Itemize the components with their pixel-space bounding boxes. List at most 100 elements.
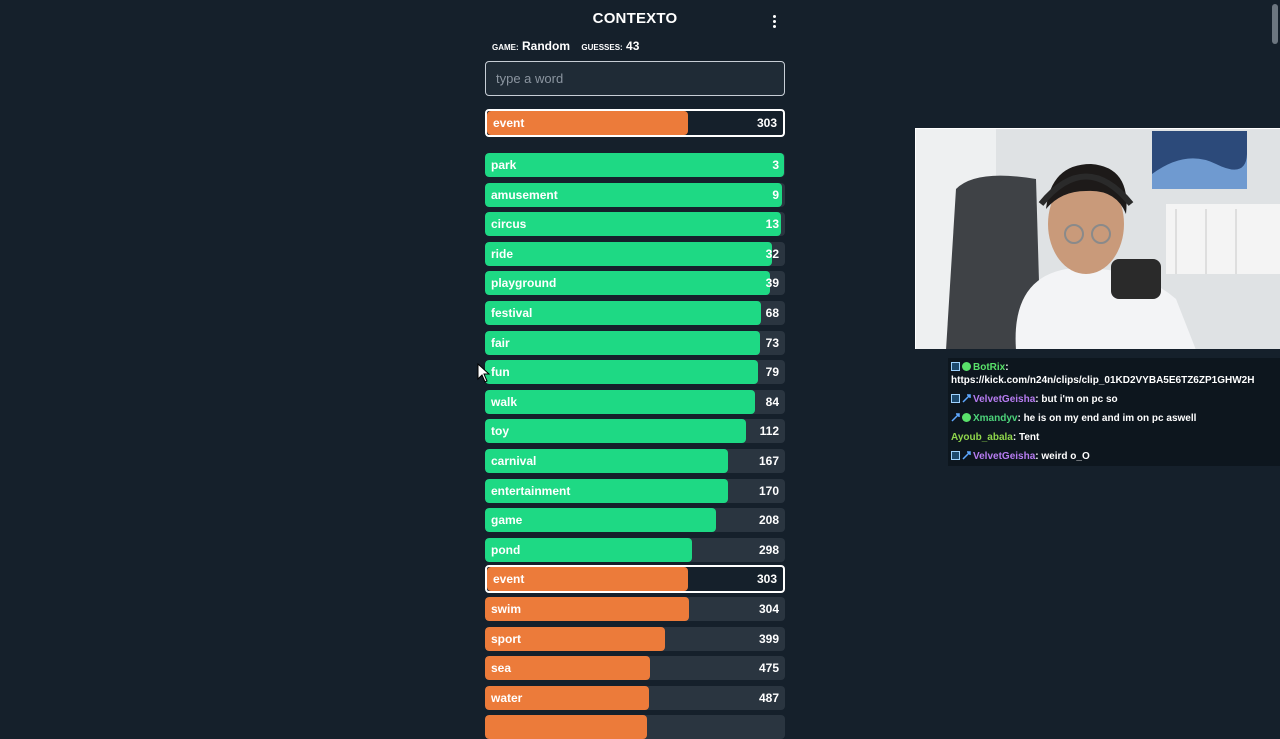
guesses-label: GUESSES: — [581, 43, 623, 52]
guess-fill-bar — [485, 479, 728, 503]
guess-row: amusement 9 — [485, 183, 785, 207]
chat-message: VelvetGeisha: but i'm on pc so — [948, 390, 1280, 409]
guess-rank: 112 — [759, 424, 779, 438]
chat-text: but i'm on pc so — [1041, 394, 1118, 405]
guess-row: walk 84 — [485, 390, 785, 414]
word-input[interactable] — [485, 61, 785, 96]
more-options-icon[interactable] — [766, 12, 782, 30]
guess-row: circus 13 — [485, 212, 785, 236]
guess-word: sea — [491, 661, 512, 675]
guess-rank: 208 — [758, 513, 779, 527]
guess-rank: 79 — [765, 365, 779, 379]
verified-badge-icon — [962, 362, 971, 371]
guess-fill-bar — [485, 331, 760, 355]
chat-username[interactable]: Ayoub_abala — [951, 432, 1013, 443]
guess-word: amusement — [491, 188, 558, 202]
guess-fill-bar — [485, 360, 758, 384]
chat-username[interactable]: Xmandyv — [973, 413, 1018, 424]
guess-row: swim 304 — [485, 597, 785, 621]
chat-message: Xmandyv: he is on my end and im on pc as… — [948, 409, 1280, 428]
guess-fill-bar — [487, 567, 689, 591]
verified-badge-icon — [962, 413, 971, 422]
guess-rank: 487 — [758, 691, 779, 705]
moderator-badge-icon — [962, 394, 971, 403]
chat-message: BotRix: https://kick.com/n24n/clips/clip… — [948, 358, 1280, 390]
guess-word: entertainment — [491, 484, 571, 498]
guess-fill-bar — [485, 508, 716, 532]
guess-fill-bar — [485, 419, 746, 443]
guess-fill-bar — [485, 449, 728, 473]
current-guess-word: event — [493, 116, 525, 130]
guess-row: event 303 — [485, 565, 785, 593]
guess-row: playground 39 — [485, 271, 785, 295]
webcam-image — [916, 129, 1280, 349]
moderator-badge-icon — [951, 413, 960, 422]
guess-word: ride — [491, 247, 514, 261]
chat-text: he is on my end and im on pc aswell — [1023, 413, 1197, 424]
guess-rank: 9 — [772, 188, 779, 202]
guess-rank: 39 — [765, 276, 779, 290]
guess-word: swim — [491, 602, 522, 616]
chat-message: VelvetGeisha: weird o_O — [948, 447, 1280, 466]
chat-username[interactable]: VelvetGeisha — [973, 394, 1036, 405]
guess-row: sport 399 — [485, 627, 785, 651]
subscriber-badge-icon — [951, 362, 960, 371]
guess-fill-bar — [485, 627, 665, 651]
mouse-cursor-icon — [477, 363, 491, 383]
current-guess-row: event 303 — [485, 109, 785, 137]
guess-row: entertainment 170 — [485, 479, 785, 503]
guess-fill-bar — [485, 242, 772, 266]
guess-fill-bar — [485, 183, 782, 207]
guess-row: water 487 — [485, 686, 785, 710]
chat-colon: : — [1035, 394, 1042, 405]
page-scrollbar[interactable] — [1272, 4, 1278, 44]
guess-rank: 399 — [758, 632, 779, 646]
chat-colon: : — [1012, 432, 1019, 443]
guess-rank: 73 — [765, 336, 779, 350]
guess-fill-bar — [485, 686, 649, 710]
chat-text: weird o_O — [1041, 451, 1090, 462]
guess-fill-bar — [485, 390, 755, 414]
guess-rank: 3 — [772, 158, 779, 172]
game-value[interactable]: Random — [522, 39, 571, 53]
app-title: CONTEXTO — [592, 10, 678, 27]
guess-row: pond 298 — [485, 538, 785, 562]
guess-fill-bar — [485, 597, 689, 621]
guess-word: festival — [491, 306, 533, 320]
guess-fill-bar — [485, 153, 784, 177]
chat-link[interactable]: https://kick.com/n24n/clips/clip_01KD2VY… — [951, 375, 1255, 386]
chat-username[interactable]: BotRix — [973, 362, 1006, 373]
guess-fill-bar — [485, 538, 692, 562]
guess-word: event — [493, 572, 525, 586]
chat-username[interactable]: VelvetGeisha — [973, 451, 1036, 462]
guess-row: fair 73 — [485, 331, 785, 355]
chat-message: Ayoub_abala: Tent — [948, 428, 1280, 447]
guesses-count: 43 — [626, 39, 640, 53]
guess-rank: 303 — [756, 572, 777, 586]
guess-fill-bar — [485, 656, 650, 680]
guess-rank: 13 — [765, 217, 779, 231]
chat-panel: BotRix: https://kick.com/n24n/clips/clip… — [948, 358, 1280, 466]
chat-colon: : — [1035, 451, 1042, 462]
guess-row — [485, 715, 785, 739]
guess-row: park 3 — [485, 153, 785, 177]
guess-word: water — [491, 691, 523, 705]
guess-row: festival 68 — [485, 301, 785, 325]
guess-rank: 298 — [758, 543, 779, 557]
subscriber-badge-icon — [951, 394, 960, 403]
guess-word: game — [491, 513, 523, 527]
guess-word: playground — [491, 276, 557, 290]
current-guess-fill — [487, 111, 689, 135]
guess-row: game 208 — [485, 508, 785, 532]
guess-row: fun 79 — [485, 360, 785, 384]
webcam-overlay — [915, 128, 1280, 349]
moderator-badge-icon — [962, 451, 971, 460]
guess-word: park — [491, 158, 517, 172]
guess-row: toy 112 — [485, 419, 785, 443]
guess-row: sea 475 — [485, 656, 785, 680]
game-label: GAME: — [492, 43, 519, 52]
chat-text: Tent — [1018, 432, 1040, 443]
guess-word: circus — [491, 217, 527, 231]
guess-rank: 84 — [765, 395, 779, 409]
guess-fill-bar — [485, 715, 647, 739]
